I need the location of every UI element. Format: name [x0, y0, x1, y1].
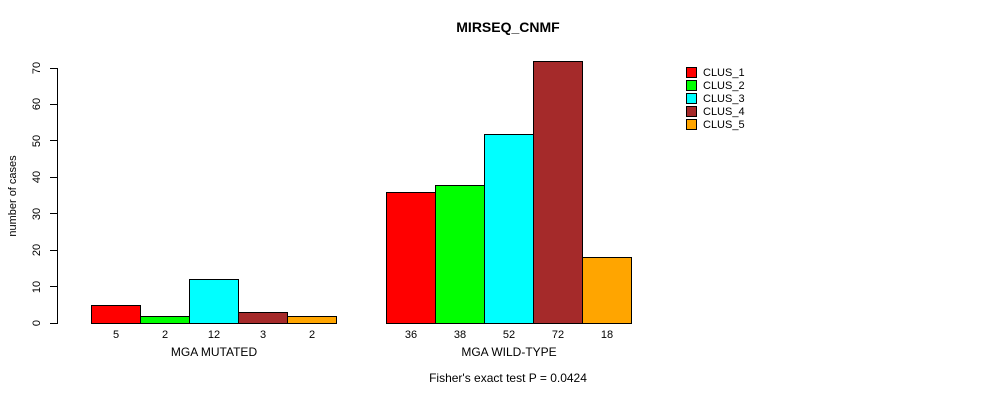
legend-row-clus_1: CLUS_1 [686, 66, 745, 79]
y-axis-tick [50, 213, 57, 215]
bar-clus_2 [140, 316, 190, 324]
legend-label: CLUS_4 [703, 105, 745, 118]
legend-swatch-icon [686, 106, 697, 117]
bar-clus_2 [435, 185, 485, 324]
chart-title: MIRSEQ_CNMF [456, 19, 560, 35]
bar-value-label: 38 [453, 329, 467, 341]
y-axis-line [57, 68, 58, 324]
legend-label: CLUS_5 [703, 118, 745, 131]
legend-row-clus_4: CLUS_4 [686, 105, 745, 118]
bar-clus_3 [484, 134, 534, 324]
y-axis-tick [50, 140, 57, 142]
bar-value-label: 72 [551, 329, 565, 341]
legend-swatch-icon [686, 93, 697, 104]
y-axis-tick-label: 30 [31, 207, 43, 220]
bar-clus_5 [582, 257, 632, 324]
legend: CLUS_1 CLUS_2 CLUS_3 CLUS_4 CLUS_5 [686, 66, 745, 131]
y-axis-tick-label: 60 [31, 98, 43, 111]
y-axis-tick [50, 286, 57, 288]
y-axis-tick-label: 70 [31, 61, 43, 75]
legend-row-clus_5: CLUS_5 [686, 118, 745, 131]
legend-swatch-icon [686, 67, 697, 78]
y-axis-tick-label: 40 [31, 171, 43, 184]
x-group-label: MGA MUTATED [170, 345, 258, 359]
bar-clus_1 [386, 192, 436, 324]
bar-clus_1 [91, 305, 141, 324]
legend-row-clus_3: CLUS_3 [686, 92, 745, 105]
y-axis-title: number of cases [7, 155, 19, 237]
y-axis-tick [50, 67, 57, 69]
bar-value-label: 5 [112, 329, 120, 341]
y-axis-tick [50, 249, 57, 251]
legend-label: CLUS_2 [703, 79, 745, 92]
y-axis-tick-label: 50 [31, 134, 43, 147]
bar-clus_4 [238, 312, 288, 324]
bar-value-label: 12 [207, 329, 221, 341]
legend-row-clus_2: CLUS_2 [686, 79, 745, 92]
legend-swatch-icon [686, 80, 697, 91]
bar-value-label: 3 [259, 329, 267, 341]
y-axis-tick-label: 20 [31, 244, 43, 257]
bar-value-label: 2 [161, 329, 169, 341]
bar-value-label: 52 [502, 329, 516, 341]
y-axis-tick [50, 322, 57, 324]
bar-clus_4 [533, 61, 583, 324]
footnote-fishers-test: Fisher's exact test P = 0.0424 [429, 371, 587, 385]
y-axis-tick-label: 0 [31, 319, 43, 327]
x-group-label: MGA WILD-TYPE [461, 345, 557, 359]
legend-label: CLUS_1 [703, 66, 745, 79]
bar-value-label: 2 [308, 329, 316, 341]
y-axis-tick [50, 103, 57, 105]
bar-value-label: 18 [600, 329, 614, 341]
bar-clus_5 [287, 316, 337, 324]
legend-label: CLUS_3 [703, 92, 745, 105]
legend-swatch-icon [686, 119, 697, 130]
y-axis-tick [50, 176, 57, 178]
bar-clus_3 [189, 279, 239, 324]
bar-value-label: 36 [404, 329, 418, 341]
y-axis-tick-label: 10 [31, 280, 43, 293]
